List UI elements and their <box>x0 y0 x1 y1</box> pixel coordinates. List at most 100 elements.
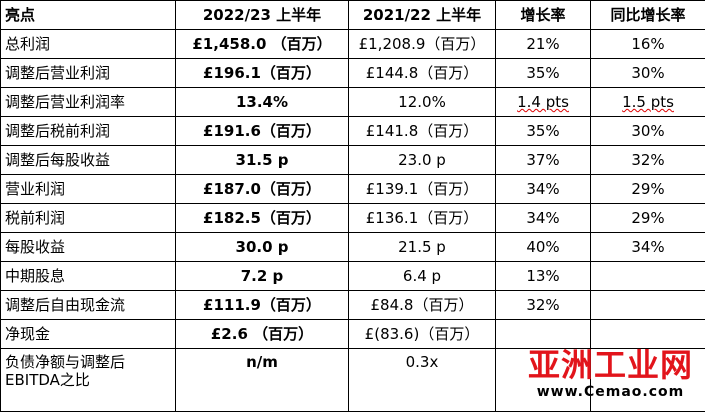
cell-text: 调整后营业利润 <box>5 64 110 82</box>
cell-text: £136.1（百万） <box>366 209 479 227</box>
table-cell <box>591 320 705 349</box>
cell-text: 40% <box>526 238 559 256</box>
table-row: 调整后自由现金流 £111.9（百万） £84.8（百万） 32% <box>1 291 705 320</box>
cell-text: 30.0 p <box>236 238 289 256</box>
cell-text: 21.5 p <box>398 238 446 256</box>
table-row: 调整后每股收益 31.5 p 23.0 p 37% 32% <box>1 146 705 175</box>
table-cell: £(83.6)（百万） <box>349 320 496 349</box>
table-cell: 21% <box>496 30 591 59</box>
table-cell: 30% <box>591 117 705 146</box>
table-cell: 调整后每股收益 <box>1 146 176 175</box>
table-row: 总利润 £1,458.0 （百万） £1,208.9（百万） 21% 16% <box>1 30 705 59</box>
table-cell: 调整后营业利润率 <box>1 88 176 117</box>
cell-text: £187.0（百万） <box>203 180 321 198</box>
cell-text: 7.2 p <box>241 267 284 285</box>
table-cell: 29% <box>591 204 705 233</box>
table-cell: 35% <box>496 59 591 88</box>
table-cell: 1.5 pts <box>591 88 705 117</box>
table-cell: £2.6 （百万） <box>176 320 349 349</box>
cell-text: 23.0 p <box>398 151 446 169</box>
table-cell: 12.0% <box>349 88 496 117</box>
header-cell: 2021/22 上半年 <box>349 1 496 30</box>
cell-text: £1,458.0 （百万） <box>192 35 331 53</box>
cell-text: 6.4 p <box>403 267 441 285</box>
header-cell: 2022/23 上半年 <box>176 1 349 30</box>
table-cell: £136.1（百万） <box>349 204 496 233</box>
cell-text: 调整后税前利润 <box>5 122 110 140</box>
table-cell: n/m <box>176 349 349 412</box>
table-cell: 37% <box>496 146 591 175</box>
table-cell <box>591 291 705 320</box>
watermark: 亚洲工业网 www.Cemao.com <box>528 347 693 401</box>
cell-text: 21% <box>526 35 559 53</box>
table-cell: 40% <box>496 233 591 262</box>
cell-text: 总利润 <box>5 35 50 53</box>
table-cell: 23.0 p <box>349 146 496 175</box>
table-cell: £1,208.9（百万） <box>349 30 496 59</box>
cell-text: 32% <box>631 151 664 169</box>
table-cell: 营业利润 <box>1 175 176 204</box>
table-cell: 1.4 pts <box>496 88 591 117</box>
cell-text: 31.5 p <box>236 151 289 169</box>
table-cell: 32% <box>496 291 591 320</box>
table-cell: 调整后自由现金流 <box>1 291 176 320</box>
cell-text: 税前利润 <box>5 209 65 227</box>
table-cell: 21.5 p <box>349 233 496 262</box>
table-cell: 13.4% <box>176 88 349 117</box>
table-cell: 29% <box>591 175 705 204</box>
table-row: 中期股息 7.2 p 6.4 p 13% <box>1 262 705 291</box>
table-cell: 6.4 p <box>349 262 496 291</box>
table-cell: 16% <box>591 30 705 59</box>
table-cell: 13% <box>496 262 591 291</box>
table-cell: 调整后营业利润 <box>1 59 176 88</box>
cell-text: £2.6 （百万） <box>211 325 313 343</box>
table-cell <box>591 262 705 291</box>
table-cell: £196.1（百万） <box>176 59 349 88</box>
table-row: 调整后税前利润£191.6（百万）£141.8（百万）35%30% <box>1 117 705 146</box>
cell-text: 34% <box>631 238 664 256</box>
table-cell: £187.0（百万） <box>176 175 349 204</box>
table-cell: 总利润 <box>1 30 176 59</box>
cell-text: 13% <box>526 267 559 285</box>
cell-text: 中期股息 <box>5 267 65 285</box>
table-row: 净现金 £2.6 （百万） £(83.6)（百万） <box>1 320 705 349</box>
table-cell: 0.3x <box>349 349 496 412</box>
table-cell <box>496 320 591 349</box>
cell-text: 30% <box>631 64 664 82</box>
watermark-url: www.Cemao.com <box>528 383 693 401</box>
cell-text: £111.9（百万） <box>203 296 321 314</box>
cell-text: 35% <box>526 64 559 82</box>
cell-text: 营业利润 <box>5 180 65 198</box>
table-cell: 35% <box>496 117 591 146</box>
header-cell: 增长率 <box>496 1 591 30</box>
table-cell: 调整后税前利润 <box>1 117 176 146</box>
cell-text: £191.6（百万） <box>203 122 321 140</box>
table-cell: 34% <box>591 233 705 262</box>
table-cell: 34% <box>496 175 591 204</box>
cell-text: £84.8（百万） <box>371 296 474 314</box>
table-cell: £144.8（百万） <box>349 59 496 88</box>
cell-text: 30% <box>631 122 664 140</box>
cell-text: 34% <box>526 209 559 227</box>
cell-text: £144.8（百万） <box>366 64 479 82</box>
cell-text: 1.5 pts <box>622 93 674 111</box>
cell-text: 35% <box>526 122 559 140</box>
table-cell: 净现金 <box>1 320 176 349</box>
table-cell: £1,458.0 （百万） <box>176 30 349 59</box>
table-cell: 每股收益 <box>1 233 176 262</box>
cell-text: 29% <box>631 180 664 198</box>
table-cell: 34% <box>496 204 591 233</box>
table-cell: £84.8（百万） <box>349 291 496 320</box>
cell-text: 净现金 <box>5 325 50 343</box>
cell-text: 1.4 pts <box>517 93 569 111</box>
cell-text: 调整后营业利润率 <box>5 93 125 111</box>
table-cell: £111.9（百万） <box>176 291 349 320</box>
cell-text: £(83.6)（百万） <box>365 325 480 343</box>
table-row: 税前利润£182.5（百万）£136.1（百万）34%29% <box>1 204 705 233</box>
cell-text: 负债净额与调整后 EBITDA之比 <box>5 353 125 389</box>
table-cell: £139.1（百万） <box>349 175 496 204</box>
table-cell: 30% <box>591 59 705 88</box>
table-cell: 31.5 p <box>176 146 349 175</box>
